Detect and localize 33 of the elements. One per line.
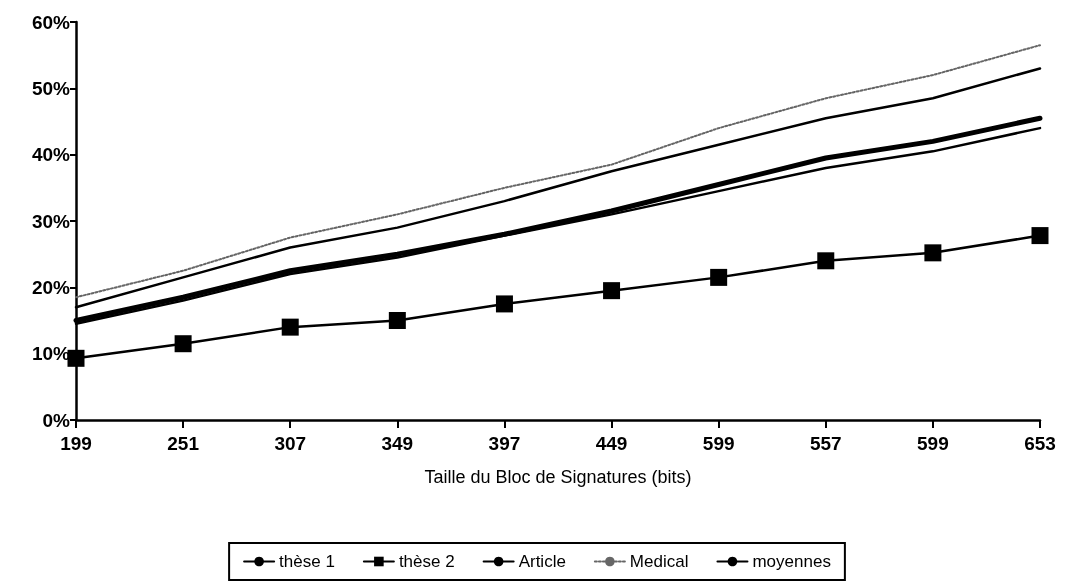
point bbox=[495, 295, 513, 313]
y-tick-label: 0% bbox=[42, 409, 71, 431]
point bbox=[817, 252, 835, 270]
x-tick-label: 307 bbox=[274, 433, 307, 454]
x-tick-label: 449 bbox=[595, 433, 628, 454]
point bbox=[281, 318, 299, 336]
x-axis-title: Taille du Bloc de Signatures (bits) bbox=[424, 467, 692, 487]
y-tick-label: 60% bbox=[31, 11, 71, 33]
y-tick-label: 50% bbox=[31, 77, 71, 99]
legend-label: Medical bbox=[629, 552, 689, 571]
y-tick-label: 20% bbox=[31, 276, 71, 298]
x-tick-label: 199 bbox=[60, 433, 92, 454]
y-tick-label: 30% bbox=[31, 210, 71, 232]
x-tick-label: 251 bbox=[167, 433, 200, 454]
legend-label: thèse 1 bbox=[279, 552, 335, 571]
point bbox=[710, 268, 728, 286]
x-tick-label: 349 bbox=[381, 433, 414, 454]
legend-label: Article bbox=[518, 552, 566, 571]
point bbox=[1031, 227, 1049, 245]
legend-label: moyennes bbox=[752, 552, 831, 571]
point bbox=[388, 312, 406, 329]
point bbox=[603, 282, 621, 300]
legend-label: thèse 2 bbox=[398, 552, 455, 571]
x-tick-label: 397 bbox=[488, 433, 521, 454]
y-tick-label: 40% bbox=[31, 144, 71, 166]
point bbox=[174, 335, 192, 353]
x-tick-label: 557 bbox=[809, 433, 842, 454]
x-tick-label: 599 bbox=[917, 433, 949, 454]
point bbox=[67, 349, 85, 367]
x-tick-label: 653 bbox=[1024, 433, 1056, 454]
y-tick-label: 10% bbox=[31, 343, 71, 365]
point bbox=[924, 244, 942, 262]
x-tick-label: 599 bbox=[702, 433, 735, 454]
